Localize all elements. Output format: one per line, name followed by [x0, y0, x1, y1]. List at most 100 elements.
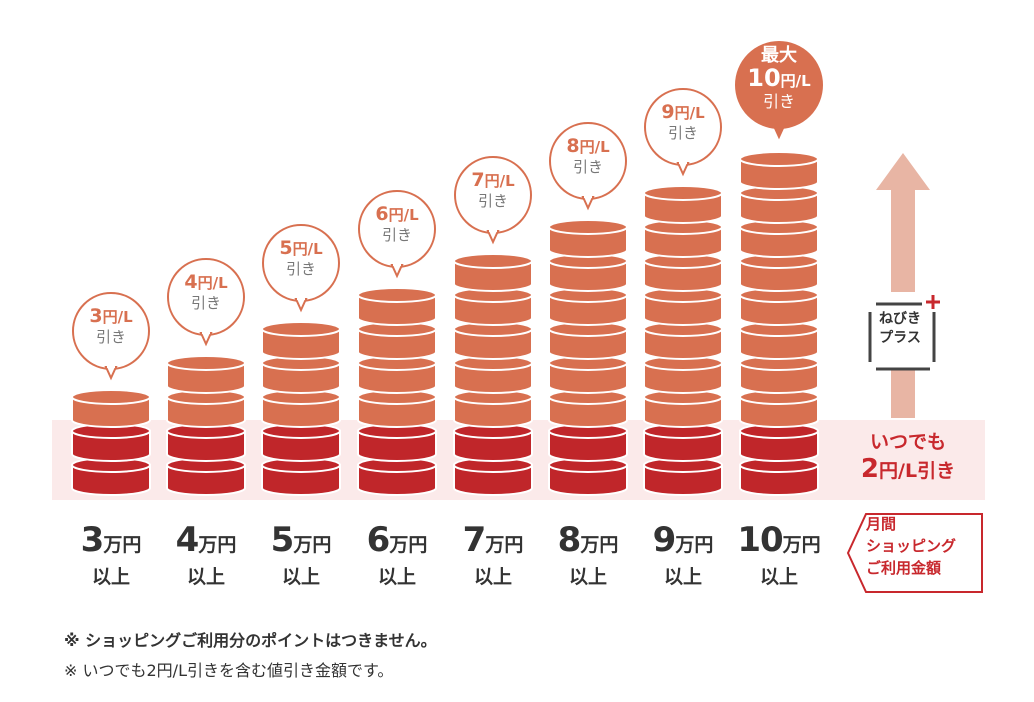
coin-stacks — [71, 151, 819, 496]
x-tick-label: 3万円 以上 — [63, 520, 159, 589]
bubble-unit: 円/L — [484, 172, 515, 190]
base-coin — [261, 430, 341, 462]
x-axis-label-1: 月間 — [866, 515, 897, 533]
tick-sub: 以上 — [186, 566, 225, 588]
plus-coin — [453, 294, 533, 326]
bubble-text: 最大 10円/L 引き — [734, 45, 824, 112]
base-coin — [643, 464, 723, 496]
plus-coin — [548, 396, 628, 428]
coin-stack — [643, 185, 723, 496]
plus-coin — [643, 192, 723, 224]
x-tick-label: 7万円 以上 — [445, 520, 541, 589]
base-coin — [548, 464, 628, 496]
tick-number: 4 — [175, 520, 200, 560]
coin-stack — [739, 151, 819, 496]
tick-number: 8 — [557, 520, 582, 560]
plus-coin — [643, 294, 723, 326]
always-num: 2 — [860, 454, 880, 484]
plus-coin — [739, 226, 819, 258]
plus-coin — [739, 192, 819, 224]
x-tick-label: 4万円 以上 — [158, 520, 254, 589]
x-axis-label-3: ご利用金額 — [866, 558, 942, 577]
base-coin — [453, 430, 533, 462]
bubble-unit: 円/L — [388, 206, 419, 224]
bubble-text: 7円/L 引き — [448, 169, 538, 210]
tick-unit: 万円 — [293, 534, 332, 556]
x-tick-label: 10万円 以上 — [731, 520, 827, 589]
tick-unit: 万円 — [485, 534, 524, 556]
bubble-value: 5 — [279, 237, 293, 259]
bubble-unit: 円/L — [102, 308, 133, 326]
coin-stack — [166, 355, 246, 496]
tick-sub: 以上 — [759, 566, 798, 588]
bubble-value: 10 — [747, 63, 781, 92]
plus-coin — [548, 362, 628, 394]
x-axis-label-2: ショッピング — [866, 536, 957, 555]
tick-unit: 万円 — [389, 534, 428, 556]
plus-coin — [166, 396, 246, 428]
coin-top — [357, 287, 437, 303]
bubble-unit: 円/L — [292, 240, 323, 258]
tick-unit: 万円 — [580, 534, 619, 556]
plus-coin — [453, 396, 533, 428]
coin-stack — [71, 389, 151, 496]
plus-coin — [548, 260, 628, 292]
tick-number: 5 — [270, 520, 295, 560]
plus-coin — [643, 328, 723, 360]
x-axis-label: 月間 ショッピング ご利用金額 — [866, 514, 956, 579]
always-suffix: 引き — [917, 460, 956, 482]
plus-coin — [548, 226, 628, 258]
plus-coin — [453, 328, 533, 360]
bubble-suffix: 引き — [477, 191, 508, 210]
bubble-text: 3円/L 引き — [66, 306, 156, 346]
base-coin — [357, 464, 437, 496]
base-coin — [643, 430, 723, 462]
bubble-text: 6円/L 引き — [352, 204, 442, 244]
plus-coin — [643, 226, 723, 258]
base-coin — [739, 430, 819, 462]
bubble-text: 9円/L 引き — [638, 101, 728, 142]
tick-number: 9 — [652, 520, 677, 560]
tick-sub: 以上 — [377, 566, 416, 588]
bubble-value: 4 — [184, 271, 198, 293]
coin-top — [71, 389, 151, 405]
tick-unit: 万円 — [782, 534, 821, 556]
plus-coin — [548, 328, 628, 360]
plus-coin — [166, 362, 246, 394]
bubble-suffix: 引き — [762, 92, 795, 112]
bubble-suffix: 引き — [285, 259, 316, 278]
plus-coin — [739, 294, 819, 326]
bubble-tail — [486, 230, 500, 245]
coin-stack — [357, 287, 437, 496]
coin-top — [643, 185, 723, 201]
x-tick-label: 8万円 以上 — [540, 520, 636, 589]
bubble-text: 8円/L 引き — [543, 136, 633, 176]
plus-line1: ねびき — [879, 311, 921, 327]
coin-top — [166, 355, 246, 371]
bubble-prefix: 最大 — [761, 45, 797, 66]
coin-top — [261, 321, 341, 337]
bubble-unit: 円/L — [780, 71, 811, 90]
bubble-text: 4円/L 引き — [161, 271, 251, 312]
x-axis-label-frame — [846, 513, 983, 593]
base-coin — [261, 464, 341, 496]
bubble-unit: 円/L — [674, 104, 705, 122]
plus-coin — [453, 260, 533, 292]
nebiki-plus-frame — [868, 302, 936, 371]
always-line1: いつでも — [869, 431, 946, 453]
tick-sub: 以上 — [281, 566, 320, 588]
coin-top — [739, 151, 819, 167]
base-coin — [548, 430, 628, 462]
bubble-tail — [390, 264, 404, 279]
tick-number: 7 — [462, 520, 487, 560]
bubble-value: 7 — [471, 169, 485, 191]
coin-stack — [548, 219, 628, 496]
plus-coin — [548, 294, 628, 326]
note-2: ※ いつでも2円/L引きを含む値引き金額です。 — [64, 661, 394, 681]
bubble-tail — [199, 332, 213, 347]
bubble-tail — [104, 366, 118, 381]
coin-top — [548, 219, 628, 235]
bubble-value: 9 — [661, 101, 675, 123]
base-coin — [166, 430, 246, 462]
